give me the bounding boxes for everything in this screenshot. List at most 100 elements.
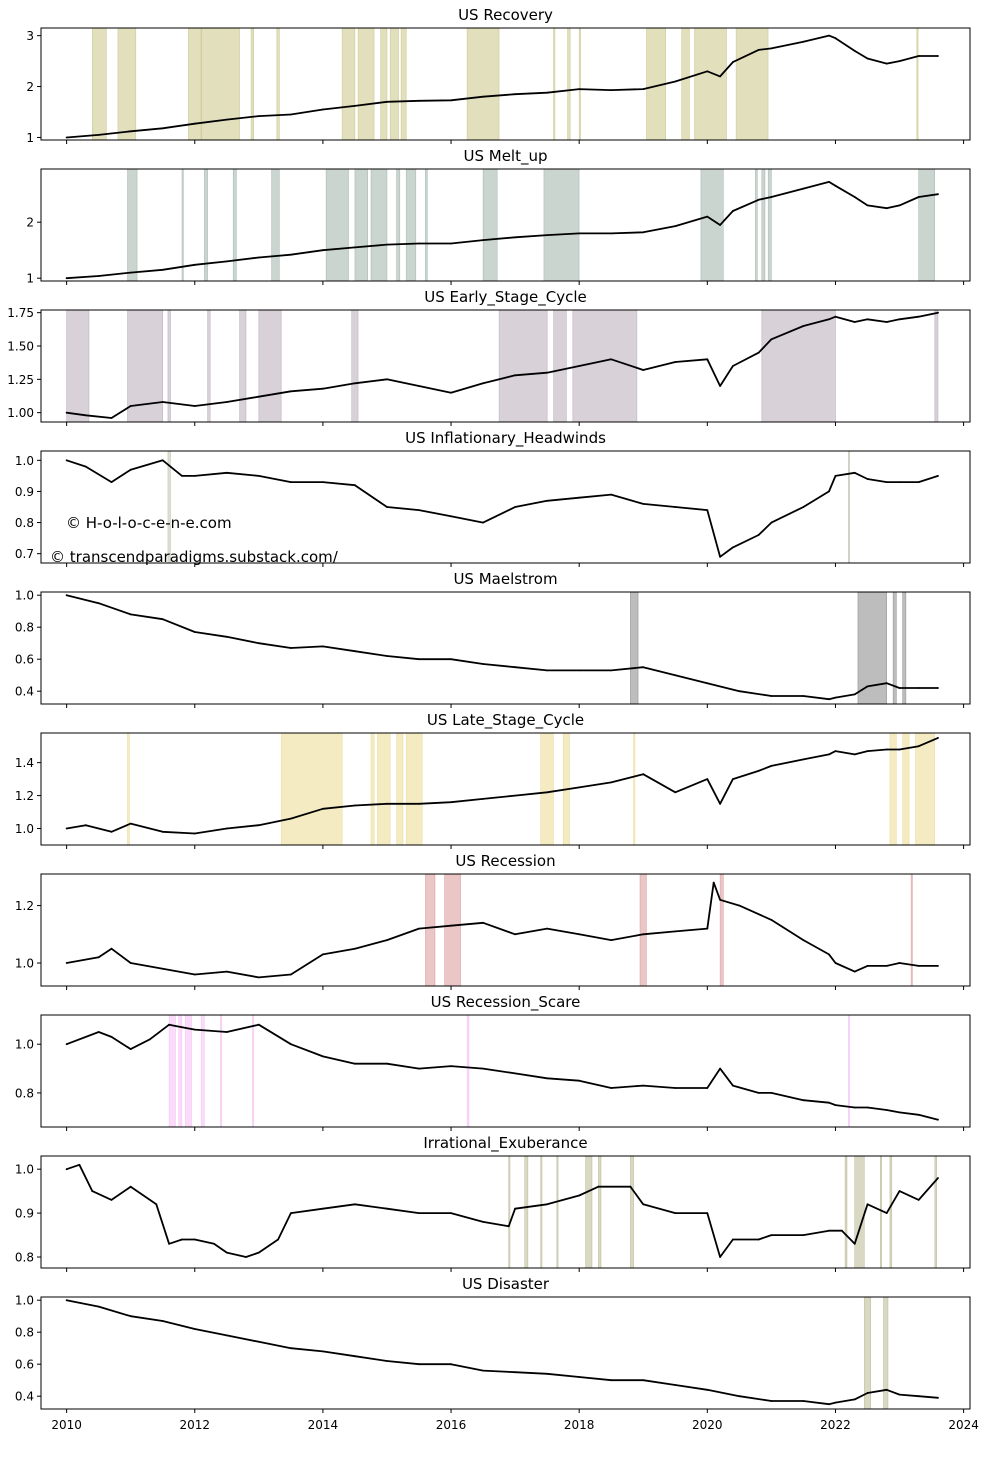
data-point [578, 1376, 581, 1378]
shaded-band [847, 450, 850, 564]
data-point [706, 1388, 709, 1391]
shaded-band [482, 168, 498, 282]
x-tick-label: 2020 [692, 1418, 723, 1432]
shaded-band [934, 1155, 937, 1269]
shaded-band [396, 732, 404, 846]
shaded-band [681, 27, 690, 141]
data-point [674, 361, 677, 363]
data-point [770, 919, 773, 921]
data-point [578, 1079, 581, 1082]
data-point [757, 198, 760, 201]
data-point [610, 89, 613, 91]
y-tick-label: 0.4 [15, 1390, 34, 1404]
y-tick-label: 1 [26, 272, 34, 286]
panel-title: US Maelstrom [453, 570, 557, 588]
shaded-band [889, 1155, 893, 1269]
data-point [290, 973, 292, 976]
data-point [770, 1234, 773, 1236]
data-point [866, 685, 869, 688]
data-point [885, 481, 888, 483]
data-point [110, 1199, 113, 1201]
data-point [354, 1203, 356, 1206]
y-tick-label: 1.25 [7, 373, 34, 387]
x-tick-label: 2014 [308, 1418, 339, 1432]
shaded-band [325, 168, 349, 282]
axes-frame [40, 732, 971, 846]
shaded-band [396, 168, 401, 282]
data-point [828, 1101, 830, 1104]
data-point [712, 881, 715, 884]
data-point [770, 47, 773, 50]
data-point [386, 506, 388, 508]
data-point [757, 49, 760, 51]
data-point [290, 1043, 292, 1046]
data-point [386, 1360, 388, 1362]
shaded-band [239, 309, 247, 423]
data-point [706, 927, 709, 930]
data-point [834, 184, 837, 187]
data-point [719, 555, 721, 558]
shaded-band [357, 27, 375, 141]
data-point [546, 371, 548, 374]
data-point [65, 1043, 68, 1046]
data-point [514, 1371, 516, 1374]
shaded-band [276, 27, 280, 141]
data-point [834, 475, 837, 477]
shaded-band [425, 168, 428, 282]
data-point [450, 1212, 452, 1214]
data-point [514, 374, 516, 377]
data-point [866, 204, 869, 207]
data-point [546, 91, 548, 94]
data-point [245, 1256, 247, 1258]
data-point [866, 478, 869, 480]
data-point [193, 122, 196, 125]
shaded-band [167, 450, 171, 564]
data-point [65, 1168, 68, 1171]
data-point [129, 822, 132, 825]
data-point [450, 1065, 452, 1067]
shaded-band [934, 309, 939, 423]
data-point [257, 1251, 260, 1254]
y-tick-label: 1.2 [15, 789, 34, 803]
data-point [386, 100, 388, 103]
data-point [853, 1398, 856, 1401]
data-point [225, 827, 228, 830]
axes-frame [40, 27, 971, 141]
data-point [578, 786, 581, 789]
axes-frame [40, 591, 971, 705]
data-point [129, 405, 132, 407]
data-point [828, 34, 830, 37]
data-point [257, 115, 260, 117]
data-point [898, 748, 901, 751]
data-point [770, 196, 773, 198]
data-point [155, 1203, 158, 1206]
data-point [225, 635, 228, 638]
data-point [898, 318, 901, 321]
data-point [674, 930, 677, 933]
data-point [290, 1347, 292, 1350]
shaded-band [466, 27, 500, 141]
shaded-band [883, 1296, 889, 1410]
data-point [97, 602, 100, 605]
y-tick-label: 1.00 [7, 406, 34, 420]
shaded-band [585, 1155, 593, 1269]
data-point [418, 1363, 420, 1366]
data-point [732, 210, 734, 212]
data-point [181, 1238, 183, 1241]
data-point [597, 1185, 600, 1188]
data-point [866, 1203, 869, 1206]
y-tick-label: 0.6 [15, 653, 34, 667]
data-point [168, 1023, 171, 1026]
data-point [642, 1379, 645, 1382]
shaded-band [540, 732, 554, 846]
data-point [917, 315, 920, 318]
data-point [853, 471, 856, 474]
data-point [84, 465, 87, 468]
data-point [898, 1190, 901, 1192]
data-point [129, 613, 132, 616]
data-point [674, 1384, 677, 1386]
data-point [97, 956, 100, 959]
data-point [290, 647, 292, 649]
data-point [514, 1207, 516, 1210]
data-point [257, 1340, 260, 1343]
